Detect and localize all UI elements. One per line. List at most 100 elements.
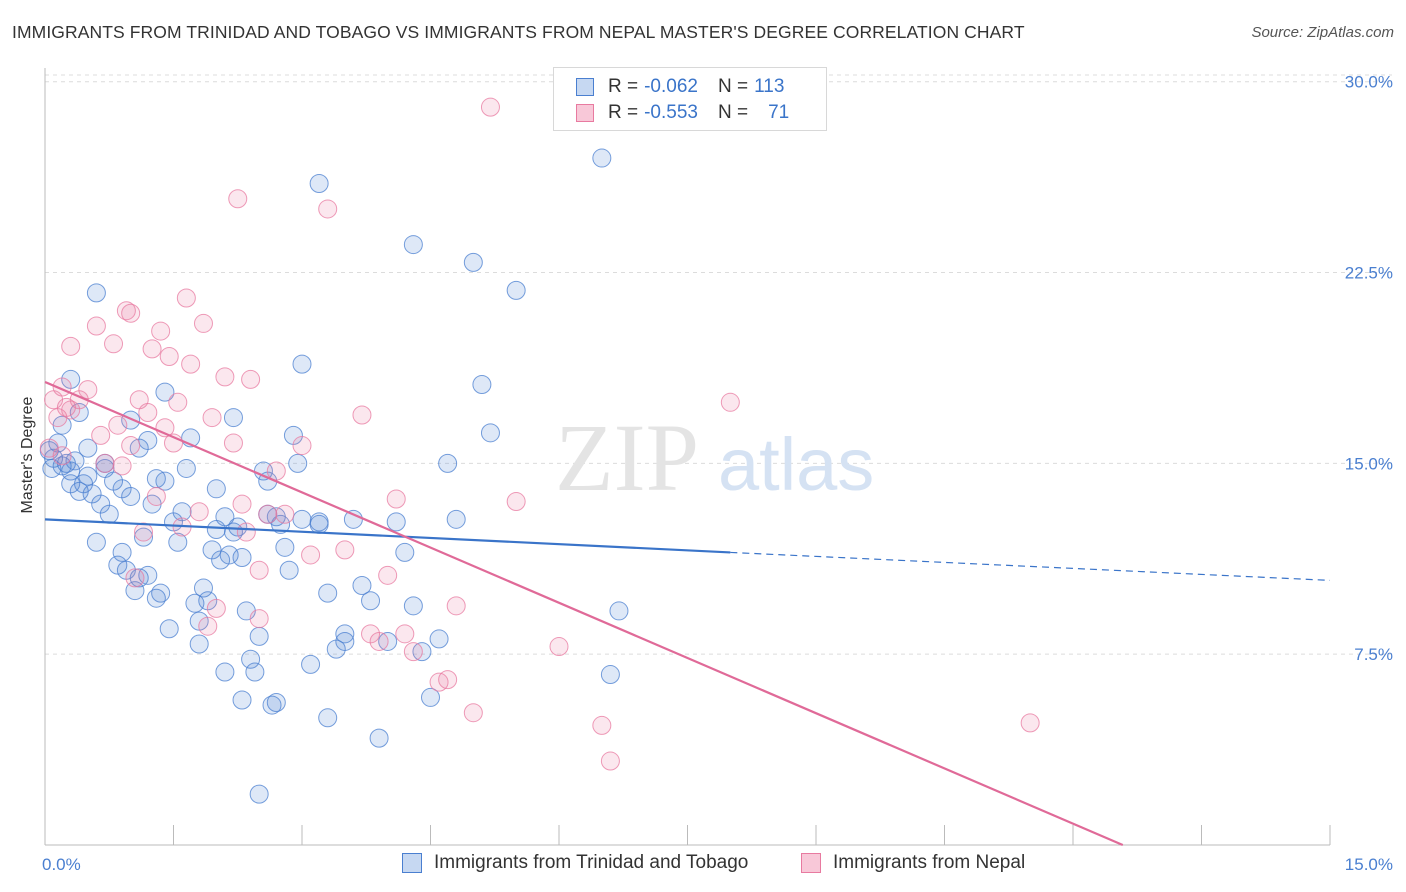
data-point <box>108 415 128 435</box>
data-point <box>403 642 423 662</box>
legend-swatch-pink <box>801 853 821 873</box>
data-point <box>249 609 269 629</box>
source-label: Source: ZipAtlas.com <box>1251 24 1394 41</box>
data-point <box>78 380 98 400</box>
data-point <box>202 408 222 428</box>
chart-title: IMMIGRANTS FROM TRINIDAD AND TOBAGO VS I… <box>12 22 1025 42</box>
y-tick-label: 30.0% <box>1345 73 1393 92</box>
legend-r-value: -0.553 <box>644 102 698 123</box>
data-point <box>159 347 179 367</box>
data-point <box>78 438 98 458</box>
legend-r-label: R = <box>608 76 639 97</box>
data-point <box>172 502 192 522</box>
data-point <box>446 596 466 616</box>
data-point <box>335 540 355 560</box>
data-point <box>206 479 226 499</box>
data-point <box>189 502 209 522</box>
y-tick-label: 7.5% <box>1354 645 1393 664</box>
data-point <box>215 367 235 387</box>
data-point <box>121 410 141 430</box>
data-point <box>258 504 278 524</box>
data-point <box>249 626 269 646</box>
trend-lines <box>44 380 1331 847</box>
y-tick-label: 22.5% <box>1345 264 1393 283</box>
data-point <box>232 548 252 568</box>
stats-legend: R = -0.062 N = 113 R = -0.553 N = 71 <box>553 67 827 131</box>
data-point <box>228 189 248 209</box>
data-point <box>223 408 243 428</box>
data-point <box>549 637 569 657</box>
data-point <box>232 494 252 514</box>
legend-swatch-pink <box>576 104 594 122</box>
data-point <box>506 492 526 512</box>
data-point <box>288 453 308 473</box>
data-point <box>52 446 72 466</box>
data-point <box>121 303 141 323</box>
trend-line-trinidad-extension <box>730 551 1331 582</box>
data-point <box>343 509 363 529</box>
data-point <box>438 453 458 473</box>
series-nepal-points <box>39 97 1040 771</box>
data-point <box>206 598 226 618</box>
data-point <box>168 392 188 412</box>
legend-row-nepal: R = -0.553 N = 71 <box>576 101 789 125</box>
data-point <box>91 425 111 445</box>
data-point <box>176 288 196 308</box>
data-point <box>181 354 201 374</box>
data-point <box>429 629 449 649</box>
trend-line-trinidad <box>44 518 731 554</box>
data-point <box>249 784 269 804</box>
legend-r-label: R = <box>608 102 639 123</box>
data-point <box>600 665 620 685</box>
grid-lines <box>45 74 1392 655</box>
data-point <box>236 522 256 542</box>
data-point <box>592 148 612 168</box>
data-point <box>146 486 166 506</box>
data-point <box>369 631 389 651</box>
legend-row-trinidad: R = -0.062 N = 113 <box>576 75 784 99</box>
data-point <box>249 560 269 580</box>
data-point <box>134 527 154 547</box>
data-point <box>241 649 261 669</box>
data-point <box>335 624 355 644</box>
data-point <box>275 504 295 524</box>
data-point <box>600 751 620 771</box>
data-point <box>159 619 179 639</box>
legend-n-label: N = <box>717 76 749 97</box>
data-point <box>275 537 295 557</box>
data-point <box>403 235 423 255</box>
data-point <box>318 708 338 728</box>
data-point <box>215 662 235 682</box>
data-point <box>438 670 458 690</box>
data-point <box>266 461 286 481</box>
data-point <box>86 316 106 336</box>
data-point <box>369 728 389 748</box>
data-point <box>95 453 115 473</box>
data-point <box>301 545 321 565</box>
data-point <box>266 693 286 713</box>
data-point <box>99 504 119 524</box>
legend-label: Immigrants from Nepal <box>833 852 1026 873</box>
data-point <box>421 687 440 707</box>
data-point <box>112 542 132 562</box>
data-point <box>472 374 492 394</box>
trend-line-nepal <box>44 380 1124 847</box>
data-point <box>142 339 162 359</box>
data-point <box>463 252 483 272</box>
data-point <box>245 662 265 682</box>
x-tick-label: 15.0% <box>1345 855 1393 874</box>
legend-n-label: N = <box>717 102 749 123</box>
legend-swatch-blue <box>402 853 422 873</box>
data-point <box>155 382 175 402</box>
data-point <box>138 402 158 422</box>
data-point <box>112 456 132 476</box>
data-point <box>241 369 261 389</box>
data-point <box>361 591 381 611</box>
data-point <box>378 565 398 585</box>
y-tick-label: 15.0% <box>1345 454 1393 473</box>
data-point <box>61 400 81 420</box>
data-point <box>395 542 415 562</box>
legend-label: Immigrants from Trinidad and Tobago <box>434 852 749 873</box>
data-point <box>86 532 106 552</box>
legend-n-value: 71 <box>768 102 790 123</box>
